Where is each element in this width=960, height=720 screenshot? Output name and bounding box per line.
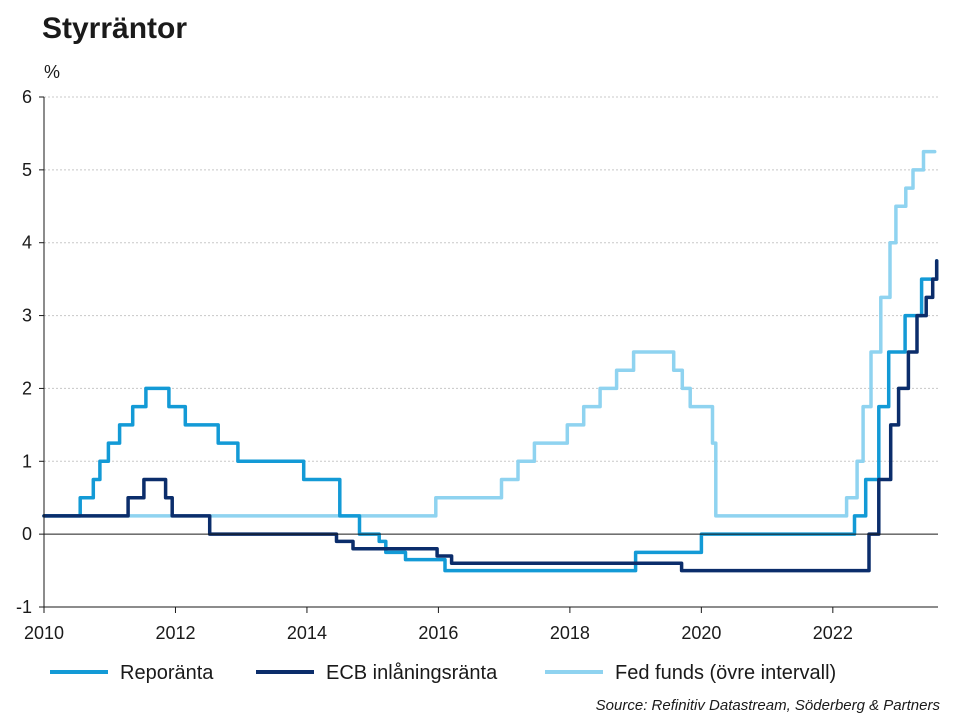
y-tick-label: 3: [22, 306, 32, 326]
chart-title: Styrräntor: [42, 12, 188, 45]
y-tick-label: -1: [16, 597, 32, 617]
y-tick-label: 1: [22, 451, 32, 471]
y-tick-label: 5: [22, 160, 32, 180]
grid-layer: [44, 96, 938, 608]
legend: Reporänta ECB inlåningsränta Fed funds (öv…: [50, 662, 836, 684]
y-tick-label: 0: [22, 524, 32, 544]
x-tick-label: 2014: [287, 623, 327, 643]
x-tick-label: 2022: [813, 623, 853, 643]
y-tick-label: 6: [22, 87, 32, 107]
legend-label-1: ECB inlåningsränta: [326, 662, 498, 684]
x-tick-label: 2020: [681, 623, 721, 643]
series-line-1: [42, 259, 939, 573]
x-tick-label: 2012: [155, 623, 195, 643]
x-tick-label: 2010: [24, 623, 64, 643]
x-tick-label: 2016: [418, 623, 458, 643]
source-note: Source: Refinitiv Datastream, Söderberg …: [595, 697, 940, 714]
series-layer: [42, 149, 939, 573]
axis-layer: -1 0 1 2 3 4 5 6 2010 2012 2014 2016 2018 2020 2022: [16, 87, 938, 643]
y-tick-label: 2: [22, 378, 32, 398]
y-tick-label: 4: [22, 233, 32, 253]
series-line-2: [42, 149, 937, 518]
legend-label-0: Reporänta: [120, 662, 214, 684]
legend-label-2: Fed funds (övre intervall): [615, 662, 836, 684]
y-axis-unit-label: %: [44, 62, 60, 82]
x-tick-label: 2018: [550, 623, 590, 643]
series-line-0: [42, 259, 939, 573]
